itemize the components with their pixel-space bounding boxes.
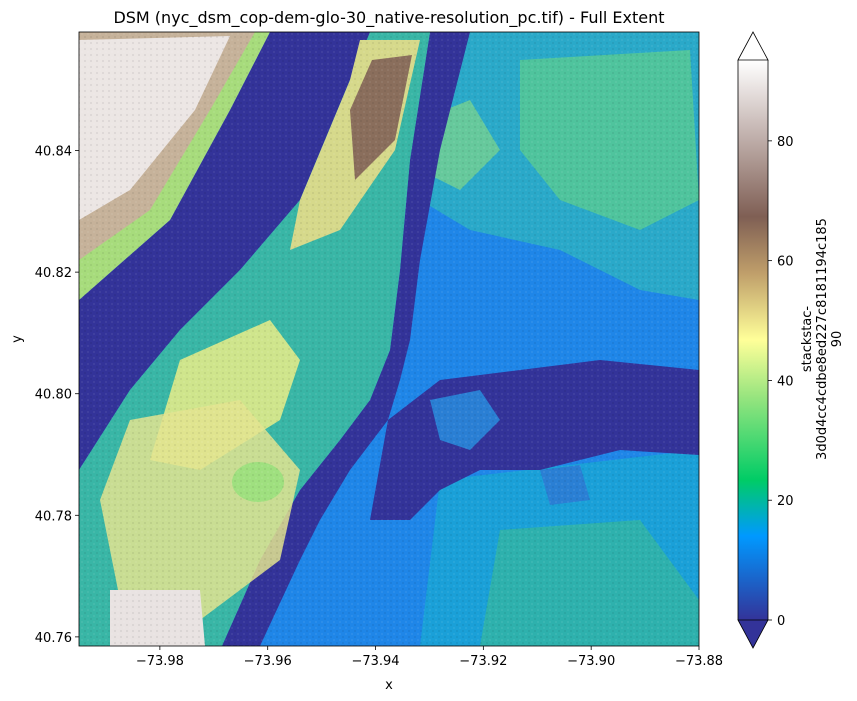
x-tick-label: −73.92 (459, 654, 507, 669)
x-tick-label: −73.98 (136, 654, 184, 669)
colorbar-label-line-3: 90 (830, 331, 845, 348)
colorbar-tick-label: 80 (777, 135, 794, 150)
colorbar-tick-label: 60 (777, 255, 794, 270)
colorbar-outline (737, 60, 769, 620)
colorbar-extend-max (737, 31, 769, 61)
colorbar-label-line-2: 3d0d4cc4cdbe8ed227c8181194c185 (815, 218, 830, 460)
colorbar-gradient (738, 60, 768, 620)
x-axis: −73.98 −73.96 −73.94 −73.92 −73.90 −73.88 (136, 646, 723, 669)
y-tick-label: 40.80 (35, 388, 72, 403)
colorbar: 0 20 40 60 80 stackstac- 3d0d4cc4cdbe8ed227c… (737, 31, 845, 649)
x-tick-label: −73.94 (351, 654, 399, 669)
colorbar-label-line-1: stackstac- (800, 306, 815, 372)
chart-title: DSM (nyc_dsm_cop-dem-glo-30_native-resol… (113, 8, 664, 28)
y-tick-label: 40.76 (35, 631, 72, 646)
y-tick-label: 40.84 (35, 145, 72, 160)
plot-frame (78, 31, 700, 647)
colorbar-tick-label: 0 (777, 614, 785, 629)
colorbar-extend-min (737, 619, 769, 649)
colorbar-label: stackstac- 3d0d4cc4cdbe8ed227c8181194c18… (800, 218, 845, 460)
y-axis-label: y (10, 335, 25, 343)
x-tick-label: −73.88 (675, 654, 723, 669)
colorbar-tick-label: 40 (777, 374, 794, 389)
colorbar-ticks: 0 20 40 60 80 (768, 135, 794, 629)
y-tick-label: 40.78 (35, 509, 72, 524)
dsm-raster (79, 32, 699, 646)
y-axis: 40.84 40.82 40.80 40.78 40.76 (35, 145, 79, 646)
x-axis-label: x (385, 678, 393, 693)
y-tick-label: 40.82 (35, 266, 72, 281)
x-tick-label: −73.96 (244, 654, 292, 669)
colorbar-tick-label: 20 (777, 494, 794, 509)
raster-texture (79, 32, 699, 646)
x-tick-label: −73.90 (567, 654, 615, 669)
